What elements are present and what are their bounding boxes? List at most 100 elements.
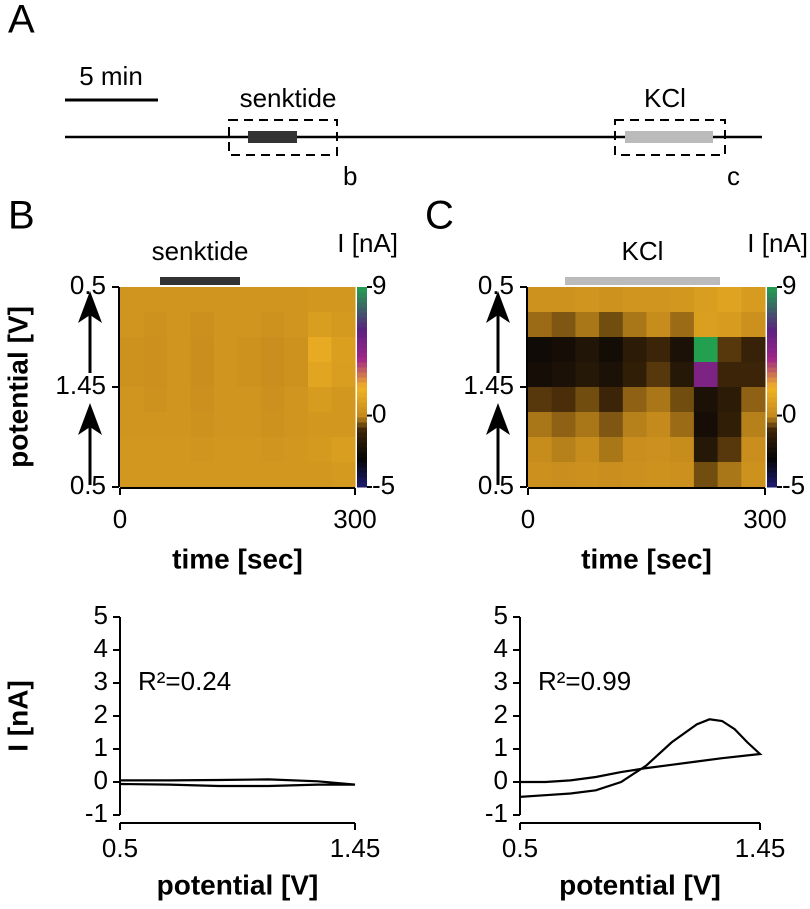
heatmap-cell [167, 312, 191, 338]
heatmap-cell [331, 312, 356, 338]
heatmap-cell [693, 287, 719, 313]
heatmap-cell [528, 437, 553, 463]
y-tick-label: 4 [94, 633, 108, 663]
heatmap-cell [717, 287, 742, 313]
heatmap-cell [284, 312, 309, 338]
heatmap-cell [308, 437, 332, 463]
colorbar-segment [357, 332, 367, 338]
heatmap-cell [622, 337, 647, 363]
colorbar-segment [767, 397, 777, 403]
heatmap-cell [528, 387, 553, 413]
y-axis-label: I [nA] [2, 680, 33, 752]
colorbar-segment [357, 392, 367, 398]
heatmap-cell [284, 387, 309, 413]
colorbar-segment [767, 462, 777, 468]
colorbar-segment [357, 362, 367, 368]
colorbar-segment [357, 322, 367, 328]
treatment-label: senktide [152, 236, 249, 266]
y-tick-label: 5 [494, 600, 508, 630]
heatmap-cell [190, 337, 215, 363]
colorbar-segment [357, 377, 367, 383]
colorbar-segment [767, 422, 777, 428]
colorbar-segment [357, 347, 367, 353]
colorbar-segment [357, 352, 367, 358]
heatmap-cell [741, 437, 766, 463]
colorbar-segment [357, 477, 367, 483]
colorbar-segment [357, 442, 367, 448]
colorbar-segment [767, 337, 777, 343]
y-tick-label: 1 [94, 732, 108, 762]
heatmap-cell [331, 412, 356, 438]
heatmap-cell [167, 412, 191, 438]
heatmap-cell [120, 462, 144, 488]
colorbar-segment [767, 317, 777, 323]
heatmap-cell [190, 387, 215, 413]
heatmap-cell [670, 387, 695, 413]
heatmap-cell [237, 387, 262, 413]
heatmap-cell [190, 462, 215, 488]
x-axis-label: potential [V] [559, 869, 721, 900]
heatmap-cell [670, 287, 695, 313]
x-tick-label: 0 [521, 504, 535, 534]
colorbar-segment [767, 472, 777, 478]
colorbar-segment [357, 342, 367, 348]
heatmap-cell [190, 312, 215, 338]
heatmap-cell [646, 462, 671, 488]
heatmap-cell [717, 312, 742, 338]
heatmap-cell [575, 287, 600, 313]
heatmap-cell [308, 312, 332, 338]
heatmap-cell [261, 362, 285, 388]
heatmap-cell [599, 437, 624, 463]
colorbar-segment [767, 342, 777, 348]
heatmap-cell [670, 462, 695, 488]
heatmap-cell [646, 412, 671, 438]
x-tick-label: 0.5 [102, 833, 138, 863]
heatmap-cell [528, 412, 553, 438]
y-tick-label: -1 [85, 798, 108, 828]
heatmap-cell [331, 462, 356, 488]
colorbar-segment [767, 437, 777, 443]
colorbar-segment [767, 327, 777, 333]
event-label: KCl [644, 83, 686, 113]
colorbar-segment [767, 387, 777, 393]
heatmap-cell [670, 337, 695, 363]
colorbar-segment [767, 407, 777, 413]
heatmap-cell [237, 312, 262, 338]
colorbar-segment [357, 407, 367, 413]
treatment-bar [160, 277, 240, 285]
colorbar-tick-label: -5 [782, 470, 805, 500]
heatmap-cell [190, 437, 215, 463]
heatmap-cell [284, 287, 309, 313]
colorbar-tick-label: 9 [782, 270, 796, 300]
heatmap-cell [646, 337, 671, 363]
heatmap-cell [599, 287, 624, 313]
heatmap-cell [693, 437, 719, 463]
heatmap-cell [575, 337, 600, 363]
y-tick-label: 4 [494, 633, 508, 663]
heatmap-cell [331, 287, 356, 313]
heatmap-cell [261, 437, 285, 463]
heatmap-cell [308, 287, 332, 313]
arrow-head [486, 403, 510, 435]
colorbar-segment [767, 477, 777, 483]
heatmap-cell [190, 412, 215, 438]
colorbar-segment [767, 427, 777, 433]
heatmap-cell [622, 412, 647, 438]
event-box [228, 119, 338, 156]
arrow-head [78, 403, 102, 435]
colorbar-segment [767, 302, 777, 308]
box-label: b [343, 161, 357, 191]
colorbar-segment [357, 427, 367, 433]
heatmap-cell [717, 462, 742, 488]
colorbar-segment [357, 327, 367, 333]
heatmap-cell [575, 437, 600, 463]
heatmap-cell [237, 437, 262, 463]
x-axis-label: time [sec] [581, 543, 712, 574]
colorbar-segment [357, 457, 367, 463]
heatmap-cell [120, 312, 144, 338]
heatmap-cell [622, 437, 647, 463]
colorbar-segment [357, 297, 367, 303]
x-tick-label: 300 [743, 504, 786, 534]
colorbar-segment [767, 417, 777, 423]
heatmap-cell [143, 462, 168, 488]
